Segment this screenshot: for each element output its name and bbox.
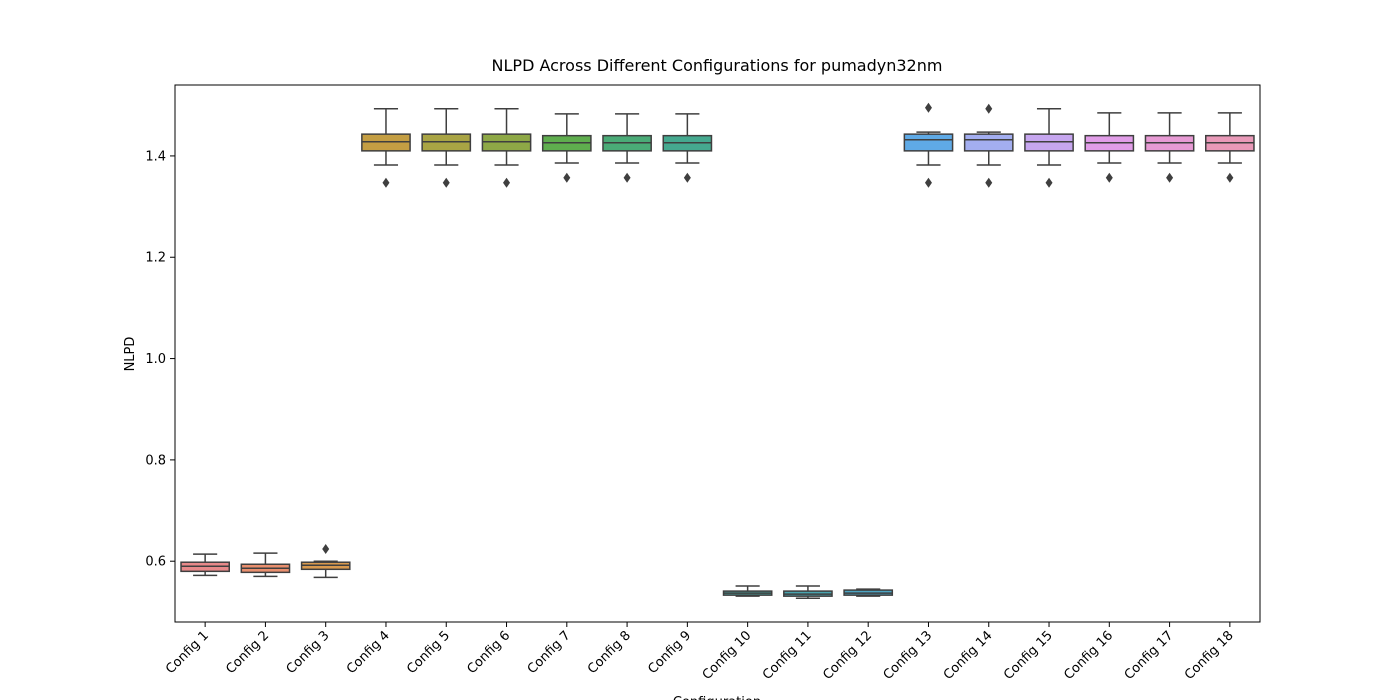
outlier (623, 172, 631, 183)
x-tick-label: Config 13 (881, 628, 936, 683)
y-tick-label: 1.2 (145, 251, 166, 266)
outlier (1045, 177, 1053, 188)
outlier (985, 103, 993, 114)
x-tick-label: Config 7 (525, 628, 574, 677)
outlier (322, 544, 330, 555)
box (421, 133, 472, 152)
outlier (442, 177, 450, 188)
outlier (1105, 172, 1113, 183)
y-tick-label: 0.6 (145, 555, 166, 570)
outlier (503, 177, 511, 188)
y-tick-label: 1.4 (145, 149, 166, 164)
x-tick-label: Config 14 (941, 628, 996, 683)
x-tick-label: Config 10 (700, 628, 755, 683)
x-tick-label: Config 5 (404, 628, 453, 677)
plot-frame (174, 84, 1261, 623)
outlier (1166, 172, 1174, 183)
x-axis-label: Configuration (673, 695, 761, 700)
outlier (924, 102, 932, 113)
x-tick-label: Config 17 (1122, 628, 1177, 683)
y-tick-label: 1.0 (145, 352, 166, 367)
x-tick-label: Config 8 (585, 628, 634, 677)
box (963, 133, 1014, 152)
x-tick-label: Config 1 (163, 628, 212, 677)
box (1024, 133, 1074, 152)
y-tick-label: 0.8 (145, 453, 166, 468)
outlier (382, 177, 390, 188)
y-axis-label: NLPD (123, 337, 138, 372)
outlier (1226, 172, 1234, 183)
x-tick-label: Config 4 (344, 628, 393, 677)
x-tick-label: Config 11 (760, 628, 815, 683)
chart-title: NLPD Across Different Configurations for… (492, 56, 943, 75)
outlier (924, 177, 932, 188)
x-tick-label: Config 3 (284, 628, 333, 677)
x-tick-label: Config 9 (645, 628, 694, 677)
x-tick-label: Config 16 (1061, 628, 1116, 683)
box (481, 133, 532, 152)
box (903, 133, 954, 152)
box (361, 133, 411, 152)
x-tick-label: Config 15 (1001, 628, 1056, 683)
x-tick-label: Config 18 (1182, 628, 1237, 683)
x-tick-label: Config 12 (820, 628, 875, 683)
outlier (683, 172, 691, 183)
outlier (985, 177, 993, 188)
outlier (563, 172, 571, 183)
x-tick-label: Config 6 (464, 628, 513, 677)
x-tick-label: Config 2 (223, 628, 272, 677)
